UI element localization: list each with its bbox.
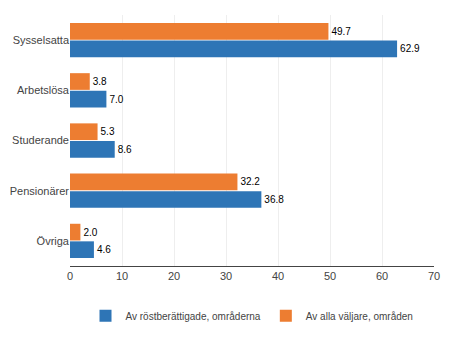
svg-text:Övriga: Övriga (37, 235, 70, 247)
svg-text:3.8: 3.8 (93, 76, 107, 87)
svg-text:2.0: 2.0 (83, 227, 97, 238)
svg-text:Sysselsatta: Sysselsatta (13, 34, 70, 46)
svg-text:40: 40 (272, 270, 284, 282)
svg-text:7.0: 7.0 (109, 94, 123, 105)
svg-text:4.6: 4.6 (97, 244, 111, 255)
svg-text:Arbetslösa: Arbetslösa (17, 84, 70, 96)
svg-text:5.3: 5.3 (101, 126, 115, 137)
svg-text:36.8: 36.8 (264, 194, 284, 205)
svg-text:70: 70 (428, 270, 440, 282)
svg-text:50: 50 (324, 270, 336, 282)
svg-text:10: 10 (116, 270, 128, 282)
svg-text:60: 60 (376, 270, 388, 282)
svg-text:62.9: 62.9 (400, 43, 420, 54)
svg-text:Av röstberättigade, områderna: Av röstberättigade, områderna (126, 311, 261, 322)
svg-text:Pensionärer: Pensionärer (10, 185, 70, 197)
svg-text:8.6: 8.6 (118, 144, 132, 155)
svg-text:Av alla väljare, områden: Av alla väljare, områden (306, 311, 413, 322)
svg-text:49.7: 49.7 (331, 26, 351, 37)
svg-text:32.2: 32.2 (240, 176, 260, 187)
svg-text:0: 0 (67, 270, 73, 282)
svg-text:Studerande: Studerande (12, 134, 69, 146)
svg-text:30: 30 (220, 270, 232, 282)
svg-text:20: 20 (168, 270, 180, 282)
